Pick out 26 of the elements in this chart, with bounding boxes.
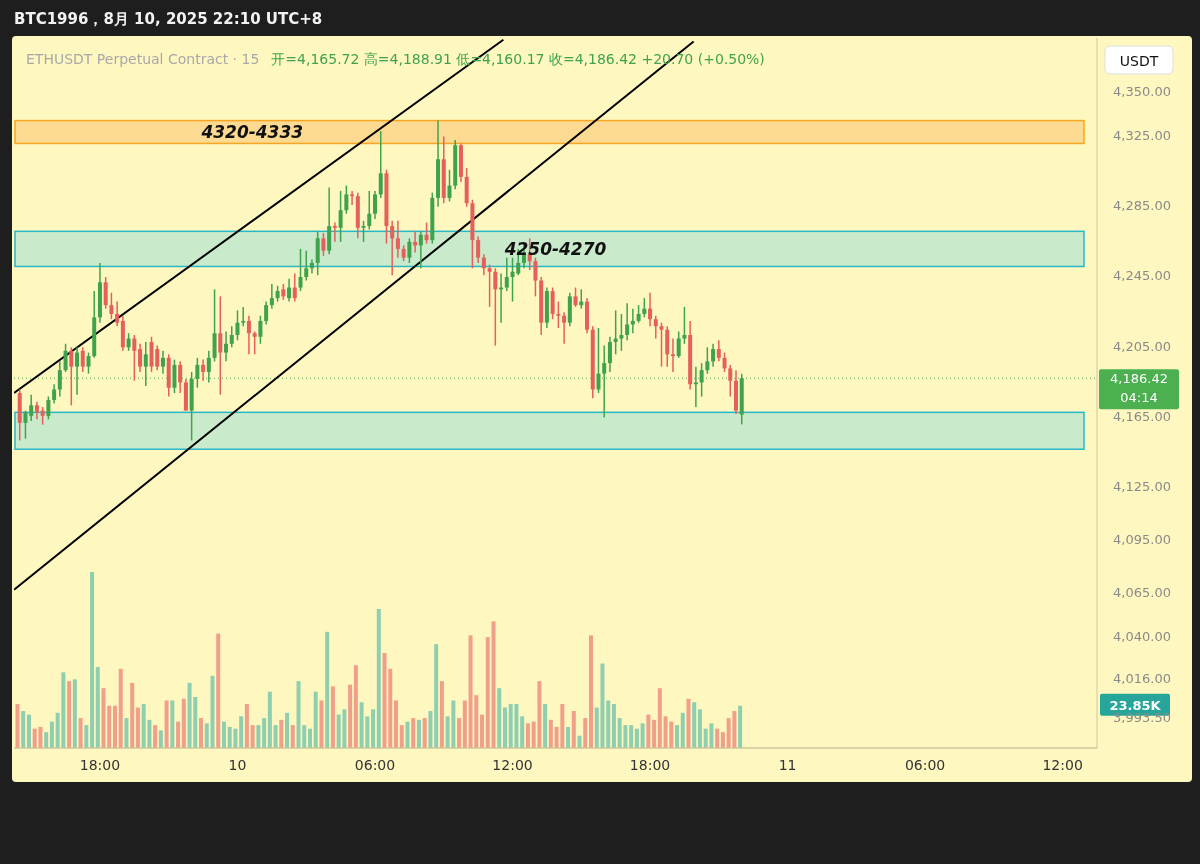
y-tick-label: 4,095.00 (1113, 531, 1171, 547)
y-tick-label: 4,285.00 (1113, 197, 1171, 213)
x-tick-label: 06:00 (904, 757, 946, 773)
x-tick-label: 12:00 (492, 757, 533, 773)
y-tick-label: 4,245.00 (1113, 268, 1171, 284)
x-tick-label: 18:00 (79, 757, 121, 773)
text: 23.85K (1109, 697, 1162, 713)
y-axis-title: USDT (1119, 53, 1159, 69)
text: ETHUSDT Perpetual Contract · 15 (26, 51, 260, 67)
y-tick-label: 4,125.00 (1113, 479, 1171, 495)
text: 04:14 (1120, 390, 1158, 406)
x-tick-label: 12:00 (1042, 757, 1083, 773)
x-tick-label: 18:00 (629, 757, 671, 773)
band-label: 4320-4333 (200, 122, 304, 143)
chart-title: BTC1996，8月 10, 2025 22:10 UTC+8 (14, 10, 323, 28)
y-tick-label: 4,350.00 (1113, 83, 1171, 99)
y-tick-label: 4,065.00 (1113, 584, 1171, 600)
y-tick-label: 4,040.00 (1113, 628, 1171, 644)
ref-line-label: 4,186.42 (1110, 371, 1168, 387)
y-tick-label: 4,205.00 (1113, 338, 1171, 354)
y-tick-label: 4,165.00 (1113, 408, 1171, 424)
x-tick-label: 10 (228, 757, 247, 773)
x-tick-label: 11 (778, 757, 797, 773)
y-tick-label: 4,016.00 (1113, 670, 1171, 686)
x-tick-label: 06:00 (354, 757, 396, 773)
y-tick-label: 4,325.00 (1113, 127, 1171, 143)
